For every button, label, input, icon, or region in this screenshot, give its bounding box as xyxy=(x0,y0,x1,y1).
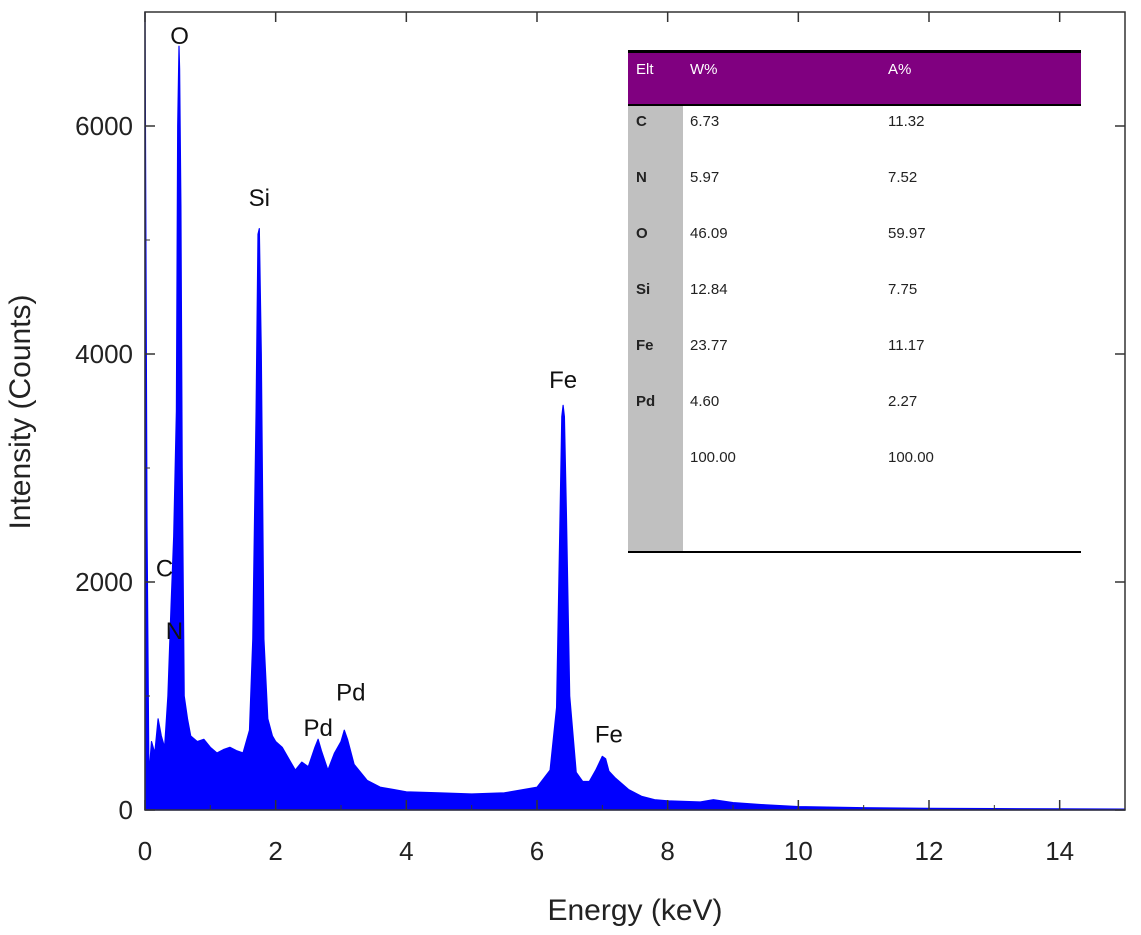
atomic-percent-cell: 59.97 xyxy=(888,225,926,242)
peak-label: N xyxy=(166,618,183,645)
atomic-percent-cell: 7.75 xyxy=(888,281,918,298)
spectrum-area xyxy=(144,11,1126,811)
element-cell: C xyxy=(636,113,647,130)
x-tick-label: 10 xyxy=(784,836,813,866)
peak-label: Pd xyxy=(303,715,332,742)
composition-table: Elt W% A% C 6.73 11.32 N 5.97 7.52 O 46.09 59.97… xyxy=(628,50,1081,553)
atomic-percent-cell: 11.32 xyxy=(888,113,925,130)
element-column-shade xyxy=(628,106,683,551)
y-tick-label: 6000 xyxy=(75,111,133,141)
x-tick-label: 2 xyxy=(268,836,282,866)
y-axis-title: Intensity (Counts) xyxy=(4,294,37,529)
axis-ticks: 0 2 4 6 8 10 12 14 0 2000 4000 6000 xyxy=(75,12,1125,866)
peak-label: Pd xyxy=(336,680,365,707)
x-tick-label: 8 xyxy=(660,836,674,866)
header-atomic-percent: A% xyxy=(888,61,912,78)
weight-percent-cell: 12.84 xyxy=(690,281,728,298)
atomic-percent-cell: 2.27 xyxy=(888,393,918,410)
weight-percent-cell: 6.73 xyxy=(690,113,720,130)
element-cell: Si xyxy=(636,281,651,298)
weight-percent-cell: 46.09 xyxy=(690,225,728,242)
peak-label: Si xyxy=(249,185,270,212)
table-bottom-rule xyxy=(628,551,1081,553)
element-cell: Pd xyxy=(636,393,656,410)
y-tick-label: 2000 xyxy=(75,567,133,597)
peak-label: O xyxy=(170,23,189,50)
y-tick-label: 0 xyxy=(119,795,133,825)
x-tick-label: 0 xyxy=(138,836,152,866)
weight-percent-cell: 5.97 xyxy=(690,169,720,186)
x-tick-label: 6 xyxy=(530,836,544,866)
x-tick-label: 14 xyxy=(1045,836,1074,866)
weight-percent-cell: 4.60 xyxy=(690,393,720,410)
atomic-percent-cell: 7.52 xyxy=(888,169,918,186)
spectrum-layer xyxy=(144,11,1126,811)
atomic-percent-cell: 11.17 xyxy=(888,337,925,354)
header-elt: Elt xyxy=(636,61,654,78)
element-cell: N xyxy=(636,169,647,186)
x-axis-title: Energy (keV) xyxy=(547,894,722,927)
peak-label: Fe xyxy=(595,722,623,749)
plot-border xyxy=(144,11,1126,811)
weight-percent-cell: 23.77 xyxy=(690,337,728,354)
table-header: Elt W% A% xyxy=(628,50,1081,106)
element-cell: O xyxy=(636,225,648,242)
element-cell: Fe xyxy=(636,337,654,354)
peak-label: C xyxy=(156,555,173,582)
peak-label: Fe xyxy=(549,367,577,394)
atomic-percent-cell: 100.00 xyxy=(888,449,934,466)
plot-frame xyxy=(144,11,1126,811)
x-tick-label: 12 xyxy=(915,836,944,866)
x-tick-label: 4 xyxy=(399,836,413,866)
weight-percent-cell: 100.00 xyxy=(690,449,736,466)
header-weight-percent: W% xyxy=(690,61,718,78)
y-tick-label: 4000 xyxy=(75,339,133,369)
